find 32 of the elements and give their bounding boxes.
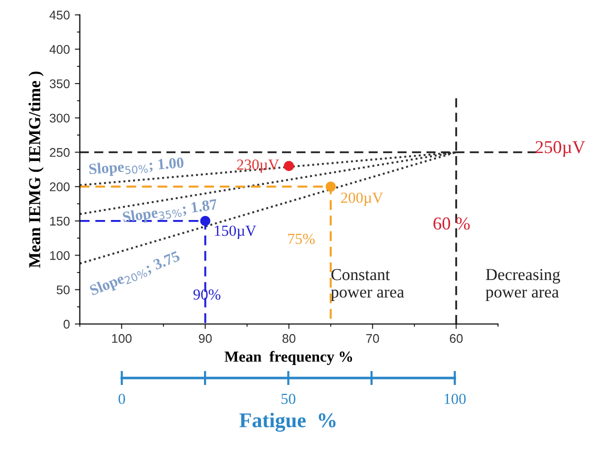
x2-tick-label: 100 (444, 394, 466, 404)
y-axis-title: Mean IEMG ( IEMG/time ) (28, 72, 44, 268)
annotation: 230µV (237, 160, 280, 173)
y-tick-label: 400 (50, 45, 70, 54)
x-tick-label: 60 (450, 334, 463, 343)
annotation: 200µV (341, 192, 384, 206)
y-tick-label: 200 (50, 182, 70, 192)
x-tick-label: 90 (198, 334, 212, 343)
y-tick-label: 250 (50, 148, 70, 157)
y-tick-label: 300 (50, 114, 70, 123)
annotation: 60 % (434, 217, 470, 230)
x-axis-title: Mean frequency % (224, 350, 352, 365)
text: 250µV (536, 141, 586, 157)
annotation: 75% (288, 234, 315, 244)
annotation: Slope$_{35%}$; 1.87 (122, 198, 218, 226)
x2-tick-label: 50 (282, 394, 296, 404)
x-tick-label: 80 (282, 334, 296, 343)
y-tick-label: 0 (64, 320, 70, 329)
x-tick-label: 70 (366, 334, 380, 343)
y-tick-label: 350 (50, 79, 70, 88)
annotation: 150µV (214, 226, 256, 239)
annotation: Slope$_{20%}$; 3.75 (88, 250, 182, 298)
y-tick-label: 150 (50, 216, 70, 226)
y-tick-label: 100 (50, 251, 70, 260)
annotation: 90% (193, 289, 220, 300)
y-tick-label: 450 (50, 10, 70, 20)
x2-axis-title: Fatigue % (239, 412, 336, 432)
x2-tick-label: 0 (118, 394, 126, 404)
x-tick-label: 100 (112, 334, 132, 343)
y-tick-label: 50 (56, 285, 70, 294)
annotation: Decreasing power area (486, 268, 560, 302)
annotation: Slope$_{50%}$; 1.00 (88, 156, 184, 178)
